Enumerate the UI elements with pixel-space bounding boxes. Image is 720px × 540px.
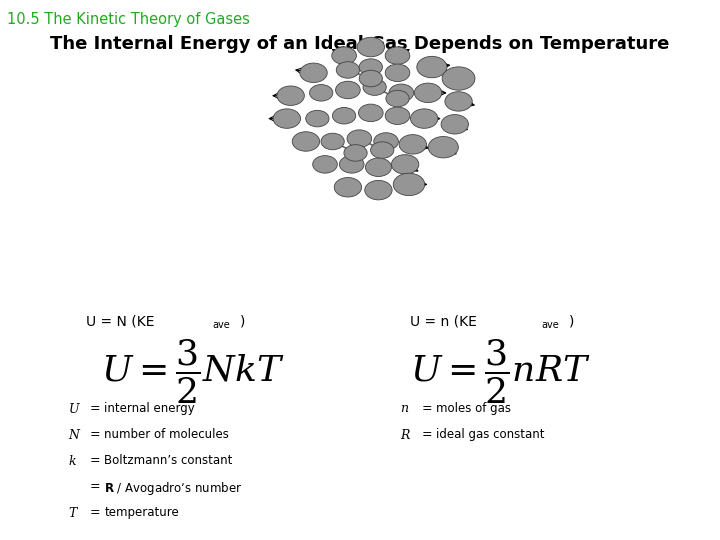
Ellipse shape — [306, 110, 329, 127]
Ellipse shape — [393, 173, 425, 195]
Ellipse shape — [277, 86, 305, 105]
Ellipse shape — [365, 180, 392, 200]
Text: $\mathit{k}$: $\mathit{k}$ — [68, 454, 77, 468]
Ellipse shape — [441, 114, 469, 134]
Ellipse shape — [273, 109, 300, 129]
Text: U = n (KE: U = n (KE — [410, 314, 477, 328]
Text: $\mathit{N}$: $\mathit{N}$ — [68, 428, 82, 442]
Ellipse shape — [417, 56, 447, 78]
Text: ave: ave — [541, 320, 559, 330]
Text: =: = — [90, 480, 101, 493]
Text: Boltzmann’s constant: Boltzmann’s constant — [104, 454, 233, 467]
Ellipse shape — [339, 156, 364, 173]
Ellipse shape — [399, 134, 426, 154]
Ellipse shape — [359, 59, 382, 75]
Ellipse shape — [386, 90, 409, 107]
Text: temperature: temperature — [104, 506, 179, 519]
Ellipse shape — [366, 158, 392, 177]
Text: ideal gas constant: ideal gas constant — [436, 428, 544, 441]
Text: internal energy: internal energy — [104, 402, 195, 415]
Ellipse shape — [312, 156, 338, 173]
Ellipse shape — [336, 62, 359, 78]
Text: U = N (KE: U = N (KE — [86, 314, 155, 328]
Ellipse shape — [321, 133, 344, 150]
Text: ): ) — [569, 314, 574, 328]
Ellipse shape — [415, 83, 442, 103]
Ellipse shape — [344, 145, 367, 161]
Text: ): ) — [240, 314, 245, 328]
Ellipse shape — [332, 47, 356, 64]
Ellipse shape — [385, 107, 410, 125]
Ellipse shape — [410, 109, 438, 129]
Text: $\mathit{R}$: $\mathit{R}$ — [400, 428, 410, 442]
Ellipse shape — [333, 107, 356, 124]
Text: =: = — [421, 402, 432, 415]
Ellipse shape — [300, 63, 327, 83]
Text: $\mathbf{R}$ $\mathit{/}$ Avogadro’s number: $\mathbf{R}$ $\mathit{/}$ Avogadro’s num… — [104, 480, 243, 497]
Ellipse shape — [292, 132, 320, 151]
Text: $\mathit{n}$: $\mathit{n}$ — [400, 402, 409, 415]
Ellipse shape — [392, 154, 419, 174]
Text: =: = — [90, 506, 101, 519]
Text: moles of gas: moles of gas — [436, 402, 510, 415]
Ellipse shape — [389, 84, 414, 102]
Ellipse shape — [347, 130, 372, 147]
Text: ave: ave — [212, 320, 230, 330]
Ellipse shape — [363, 79, 386, 96]
Text: $\mathit{T}$: $\mathit{T}$ — [68, 506, 79, 520]
Ellipse shape — [445, 92, 472, 111]
Text: =: = — [90, 428, 101, 441]
Ellipse shape — [334, 178, 361, 197]
Ellipse shape — [359, 70, 382, 87]
Ellipse shape — [374, 133, 398, 150]
Text: =: = — [90, 454, 101, 467]
Text: $U = \dfrac{3}{2}NkT$: $U = \dfrac{3}{2}NkT$ — [101, 338, 284, 406]
Text: $\mathit{U}$: $\mathit{U}$ — [68, 402, 81, 416]
Ellipse shape — [371, 142, 394, 158]
Text: =: = — [90, 402, 101, 415]
Text: number of molecules: number of molecules — [104, 428, 229, 441]
Ellipse shape — [442, 67, 475, 90]
Text: $U = \dfrac{3}{2}nRT$: $U = \dfrac{3}{2}nRT$ — [410, 338, 591, 406]
Ellipse shape — [359, 104, 383, 122]
Ellipse shape — [385, 47, 410, 64]
Ellipse shape — [310, 85, 333, 101]
Text: The Internal Energy of an Ideal Gas Depends on Temperature: The Internal Energy of an Ideal Gas Depe… — [50, 35, 670, 53]
Text: =: = — [421, 428, 432, 441]
Ellipse shape — [428, 137, 459, 158]
Ellipse shape — [336, 81, 360, 99]
Ellipse shape — [357, 37, 384, 57]
Text: 10.5 The Kinetic Theory of Gases: 10.5 The Kinetic Theory of Gases — [7, 12, 250, 27]
Ellipse shape — [385, 64, 410, 82]
